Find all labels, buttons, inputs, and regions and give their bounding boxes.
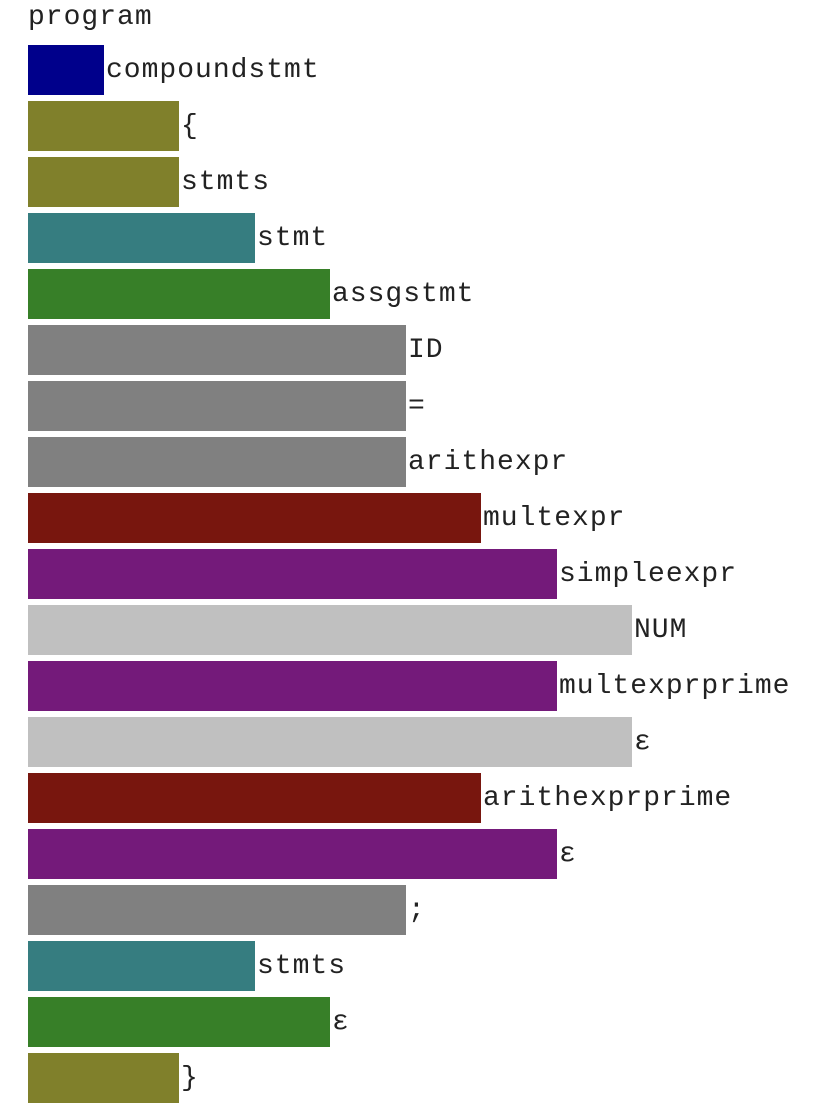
- node-label: ε: [559, 838, 577, 870]
- depth-bar: [28, 269, 330, 319]
- node-label: simpleexpr: [559, 558, 738, 590]
- tree-node: compoundstmt: [28, 45, 320, 95]
- tree-node: ε: [28, 717, 652, 767]
- tree-node: NUM: [28, 605, 687, 655]
- depth-bar: [28, 717, 632, 767]
- node-label: arithexprprime: [483, 782, 733, 814]
- tree-node: multexpr: [28, 493, 625, 543]
- depth-bar: [28, 885, 406, 935]
- depth-bar: [28, 437, 406, 487]
- node-label: {: [181, 110, 199, 142]
- tree-node: assgstmt: [28, 269, 474, 319]
- depth-bar: [28, 1053, 179, 1103]
- node-label: stmts: [181, 166, 271, 198]
- node-label: multexpr: [483, 502, 626, 534]
- tree-node: multexprprime: [28, 661, 790, 711]
- depth-bar: [28, 213, 255, 263]
- tree-root-label: program: [28, 2, 153, 33]
- node-label: stmts: [257, 950, 347, 982]
- tree-node: ;: [28, 885, 426, 935]
- tree-node: ε: [28, 829, 577, 879]
- depth-bar: [28, 661, 557, 711]
- depth-bar: [28, 493, 481, 543]
- depth-bar: [28, 829, 557, 879]
- node-label: }: [181, 1062, 199, 1094]
- depth-bar: [28, 773, 481, 823]
- tree-node: stmts: [28, 941, 346, 991]
- tree-node: {: [28, 101, 199, 151]
- depth-bar: [28, 45, 104, 95]
- tree-node: }: [28, 1053, 199, 1103]
- tree-node: arithexpr: [28, 437, 568, 487]
- node-label: assgstmt: [332, 278, 475, 310]
- node-label: compoundstmt: [106, 54, 320, 86]
- tree-node: stmts: [28, 157, 270, 207]
- node-label: =: [408, 390, 426, 422]
- node-label: stmt: [257, 222, 329, 254]
- depth-bar: [28, 157, 179, 207]
- node-label: ID: [408, 334, 444, 366]
- node-label: ;: [408, 894, 426, 926]
- depth-bar: [28, 605, 632, 655]
- node-label: ε: [332, 1006, 350, 1038]
- depth-bar: [28, 101, 179, 151]
- node-label: NUM: [634, 614, 688, 646]
- depth-bar: [28, 997, 330, 1047]
- node-label: ε: [634, 726, 652, 758]
- depth-bar: [28, 549, 557, 599]
- tree-node: =: [28, 381, 426, 431]
- tree-node: arithexprprime: [28, 773, 732, 823]
- depth-bar: [28, 325, 406, 375]
- tree-node: ε: [28, 997, 350, 1047]
- node-label: arithexpr: [408, 446, 569, 478]
- tree-node: simpleexpr: [28, 549, 737, 599]
- tree-node: ID: [28, 325, 444, 375]
- node-label: multexprprime: [559, 670, 791, 702]
- depth-bar: [28, 941, 255, 991]
- depth-bar: [28, 381, 406, 431]
- tree-node: stmt: [28, 213, 328, 263]
